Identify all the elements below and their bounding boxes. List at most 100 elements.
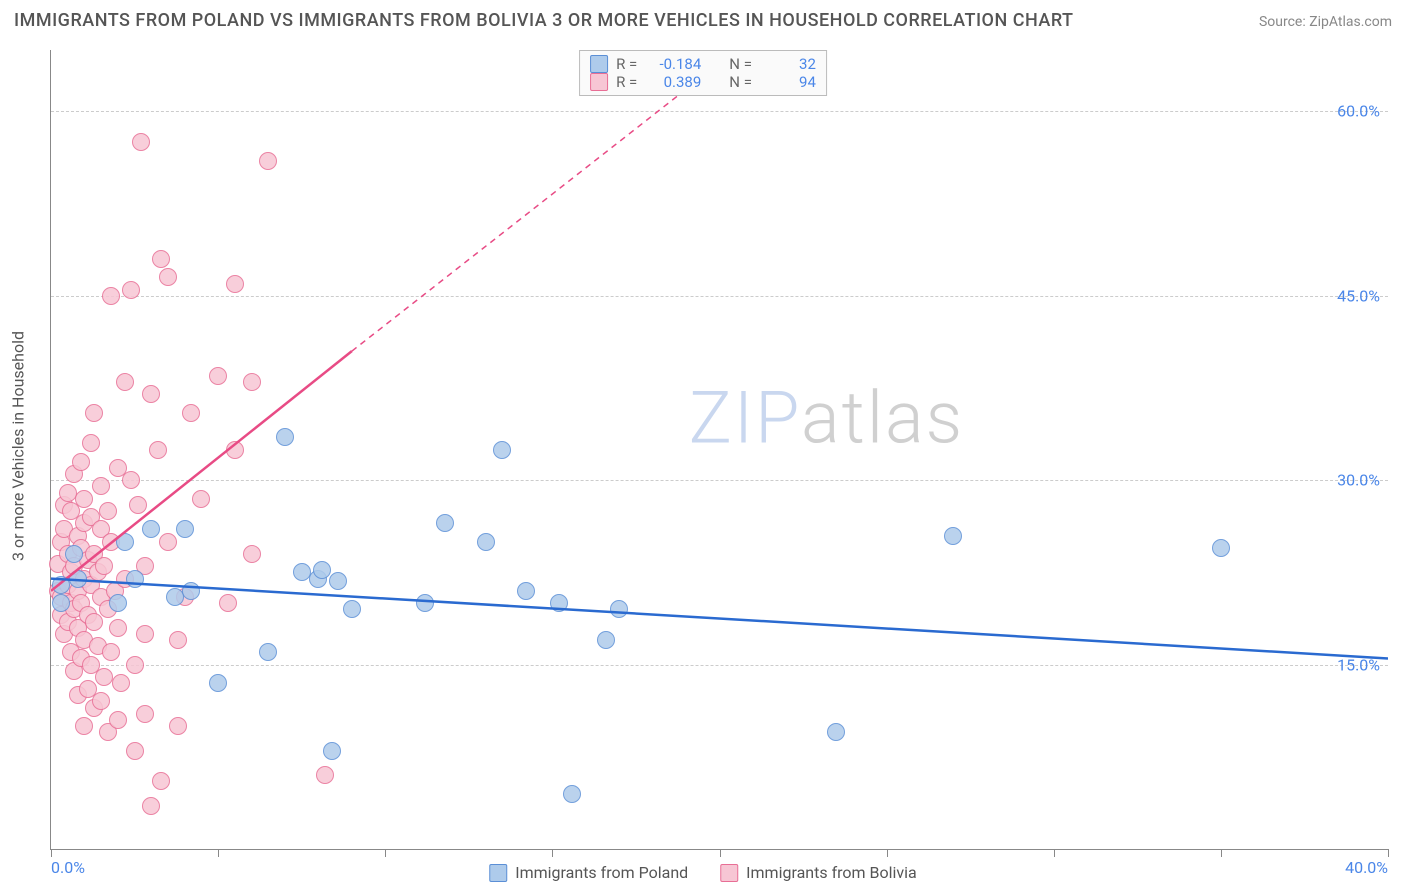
swatch-poland-icon (590, 55, 608, 73)
point-poland (610, 600, 628, 618)
point-bolivia (129, 496, 147, 514)
point-poland (293, 563, 311, 581)
gridline (51, 665, 1388, 666)
point-poland (517, 582, 535, 600)
point-poland (597, 631, 615, 649)
legend-label-bolivia: Immigrants from Bolivia (746, 863, 917, 882)
point-poland (329, 572, 347, 590)
point-poland (436, 514, 454, 532)
point-poland (416, 594, 434, 612)
legend-stats-poland: R = -0.184 N = 32 (590, 55, 816, 73)
point-bolivia (316, 766, 334, 784)
point-bolivia (99, 502, 117, 520)
point-bolivia (102, 287, 120, 305)
point-bolivia (109, 619, 127, 637)
point-poland (259, 643, 277, 661)
x-tick (720, 849, 721, 857)
point-bolivia (243, 373, 261, 391)
point-bolivia (149, 441, 167, 459)
point-poland (276, 428, 294, 446)
y-tick-label: 15.0% (1337, 655, 1380, 674)
y-tick-label: 45.0% (1337, 286, 1380, 305)
point-poland (142, 520, 160, 538)
point-bolivia (209, 367, 227, 385)
x-tick (51, 849, 52, 857)
plot-area: ZIPatlas 15.0%30.0%45.0%60.0%0.0%40.0% (50, 50, 1388, 850)
r-label: R = (616, 55, 637, 73)
source-prefix: Source: (1259, 14, 1309, 30)
point-poland (52, 576, 70, 594)
watermark-atlas: atlas (801, 375, 964, 460)
point-bolivia (169, 631, 187, 649)
point-bolivia (116, 373, 134, 391)
point-bolivia (142, 385, 160, 403)
point-bolivia (92, 692, 110, 710)
point-bolivia (126, 656, 144, 674)
point-poland (323, 742, 341, 760)
y-tick-label: 60.0% (1337, 102, 1380, 121)
bolivia-n-value: 94 (760, 73, 816, 91)
point-poland (493, 441, 511, 459)
point-bolivia (192, 490, 210, 508)
x-tick-label: 40.0% (1345, 858, 1388, 877)
point-bolivia (152, 250, 170, 268)
point-bolivia (95, 557, 113, 575)
source-link[interactable]: ZipAtlas.com (1309, 14, 1392, 30)
point-bolivia (169, 717, 187, 735)
point-bolivia (219, 594, 237, 612)
x-tick (218, 849, 219, 857)
legend-series: Immigrants from Poland Immigrants from B… (489, 863, 917, 882)
r-label: R = (616, 73, 637, 91)
legend-stats: R = -0.184 N = 32 R = 0.389 N = 94 (579, 50, 827, 96)
point-poland (1212, 539, 1230, 557)
point-bolivia (152, 772, 170, 790)
point-poland (182, 582, 200, 600)
legend-stats-bolivia: R = 0.389 N = 94 (590, 73, 816, 91)
y-axis-label: 3 or more Vehicles in Household (9, 331, 28, 561)
point-bolivia (85, 404, 103, 422)
point-bolivia (226, 275, 244, 293)
gridline (51, 296, 1388, 297)
swatch-poland-icon (489, 864, 507, 882)
point-bolivia (95, 668, 113, 686)
x-tick-label: 0.0% (51, 858, 85, 877)
x-tick (385, 849, 386, 857)
point-poland (550, 594, 568, 612)
point-bolivia (122, 281, 140, 299)
point-poland (343, 600, 361, 618)
point-bolivia (243, 545, 261, 563)
x-tick (1054, 849, 1055, 857)
poland-n-value: 32 (760, 55, 816, 73)
point-bolivia (102, 643, 120, 661)
point-bolivia (226, 441, 244, 459)
point-bolivia (132, 133, 150, 151)
legend-item-poland: Immigrants from Poland (489, 863, 688, 882)
watermark: ZIPatlas (689, 375, 964, 460)
poland-r-value: -0.184 (645, 55, 701, 73)
point-poland (116, 533, 134, 551)
point-bolivia (136, 705, 154, 723)
point-poland (477, 533, 495, 551)
point-bolivia (112, 674, 130, 692)
point-poland (563, 785, 581, 803)
point-poland (166, 588, 184, 606)
swatch-bolivia-icon (590, 73, 608, 91)
y-tick-label: 30.0% (1337, 471, 1380, 490)
point-bolivia (136, 625, 154, 643)
x-tick (1221, 849, 1222, 857)
point-bolivia (126, 742, 144, 760)
gridline (51, 111, 1388, 112)
point-poland (176, 520, 194, 538)
point-bolivia (72, 453, 90, 471)
chart-title: IMMIGRANTS FROM POLAND VS IMMIGRANTS FRO… (14, 10, 1074, 31)
point-bolivia (159, 268, 177, 286)
point-bolivia (259, 152, 277, 170)
n-label: N = (729, 55, 752, 73)
x-tick (887, 849, 888, 857)
point-bolivia (159, 533, 177, 551)
point-bolivia (75, 717, 93, 735)
point-poland (313, 561, 331, 579)
point-bolivia (182, 404, 200, 422)
point-bolivia (75, 490, 93, 508)
n-label: N = (729, 73, 752, 91)
